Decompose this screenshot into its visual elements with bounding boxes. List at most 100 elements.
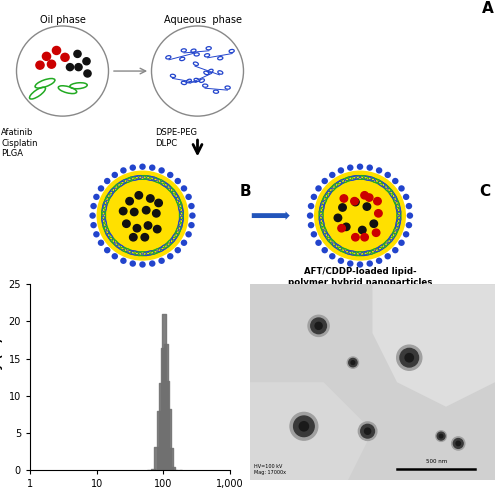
Circle shape — [130, 208, 138, 216]
Circle shape — [329, 172, 336, 178]
Text: Aqueous  phase: Aqueous phase — [164, 15, 242, 24]
Circle shape — [361, 192, 368, 199]
Text: Afatinib: Afatinib — [1, 128, 34, 137]
Circle shape — [376, 258, 382, 264]
Circle shape — [372, 229, 380, 236]
Circle shape — [398, 240, 404, 246]
Circle shape — [406, 203, 412, 209]
Circle shape — [366, 165, 373, 171]
Circle shape — [83, 58, 90, 65]
Circle shape — [98, 240, 104, 246]
Circle shape — [436, 431, 446, 441]
Circle shape — [348, 357, 358, 368]
Circle shape — [90, 213, 96, 219]
Text: 500 nm: 500 nm — [426, 459, 447, 465]
Circle shape — [300, 422, 308, 431]
Text: B: B — [239, 184, 251, 198]
Circle shape — [308, 222, 314, 228]
Circle shape — [403, 231, 409, 238]
Circle shape — [174, 178, 181, 184]
Circle shape — [374, 210, 382, 217]
Circle shape — [66, 64, 73, 71]
Circle shape — [186, 194, 192, 200]
Circle shape — [440, 434, 443, 438]
Circle shape — [310, 194, 317, 200]
Circle shape — [158, 167, 165, 173]
Circle shape — [120, 167, 126, 173]
Circle shape — [366, 260, 373, 267]
Circle shape — [403, 194, 409, 200]
Circle shape — [364, 428, 370, 434]
Circle shape — [84, 70, 91, 77]
Circle shape — [90, 222, 97, 228]
Circle shape — [384, 172, 391, 178]
Circle shape — [98, 185, 104, 192]
Circle shape — [338, 167, 344, 173]
Circle shape — [357, 164, 363, 170]
Circle shape — [316, 185, 322, 192]
Circle shape — [357, 261, 363, 268]
Circle shape — [130, 260, 136, 267]
Circle shape — [392, 247, 398, 253]
Circle shape — [452, 437, 465, 450]
Text: Mag: 17000x: Mag: 17000x — [254, 470, 286, 475]
Circle shape — [189, 213, 196, 219]
Circle shape — [338, 258, 344, 264]
Circle shape — [358, 422, 377, 441]
Circle shape — [146, 195, 154, 202]
Circle shape — [350, 197, 358, 205]
Circle shape — [180, 185, 187, 192]
Circle shape — [338, 224, 345, 232]
Circle shape — [437, 432, 445, 440]
Circle shape — [167, 253, 173, 259]
Circle shape — [93, 231, 100, 238]
Circle shape — [347, 260, 354, 267]
Circle shape — [334, 214, 342, 221]
Circle shape — [188, 203, 194, 209]
Circle shape — [52, 47, 60, 54]
Circle shape — [126, 197, 134, 205]
Circle shape — [188, 222, 194, 228]
Text: HV=100 kV: HV=100 kV — [254, 464, 282, 469]
Circle shape — [454, 439, 463, 448]
Circle shape — [186, 231, 192, 238]
Circle shape — [392, 178, 398, 184]
Circle shape — [36, 61, 44, 69]
Circle shape — [374, 197, 381, 205]
Circle shape — [158, 258, 165, 264]
Circle shape — [120, 258, 126, 264]
Circle shape — [363, 203, 370, 210]
Circle shape — [310, 231, 317, 238]
Circle shape — [366, 194, 373, 201]
Circle shape — [167, 172, 173, 178]
Circle shape — [149, 260, 156, 267]
Circle shape — [122, 220, 130, 227]
Circle shape — [396, 345, 422, 370]
Circle shape — [311, 318, 326, 334]
Circle shape — [322, 247, 328, 253]
Circle shape — [406, 213, 413, 219]
Text: PLGA: PLGA — [1, 149, 23, 158]
Circle shape — [149, 165, 156, 171]
Circle shape — [174, 247, 181, 253]
Circle shape — [361, 234, 368, 241]
Circle shape — [370, 220, 378, 227]
Text: C: C — [480, 184, 490, 198]
Circle shape — [152, 210, 160, 217]
Circle shape — [155, 199, 162, 207]
Text: AFT/CDDP-loaded lipid-
polymer hybrid nanoparticles: AFT/CDDP-loaded lipid- polymer hybrid na… — [288, 267, 432, 287]
Circle shape — [398, 185, 404, 192]
Text: DLPC: DLPC — [155, 139, 177, 147]
Circle shape — [139, 261, 146, 268]
Circle shape — [322, 178, 328, 184]
Text: DSPE-PEG: DSPE-PEG — [155, 128, 197, 137]
Circle shape — [96, 171, 188, 261]
Circle shape — [360, 424, 374, 438]
Circle shape — [400, 348, 418, 367]
Circle shape — [130, 165, 136, 171]
Text: Cisplatin: Cisplatin — [1, 139, 38, 147]
Circle shape — [120, 207, 127, 215]
Circle shape — [316, 240, 322, 246]
Circle shape — [290, 413, 318, 440]
Circle shape — [352, 234, 359, 241]
